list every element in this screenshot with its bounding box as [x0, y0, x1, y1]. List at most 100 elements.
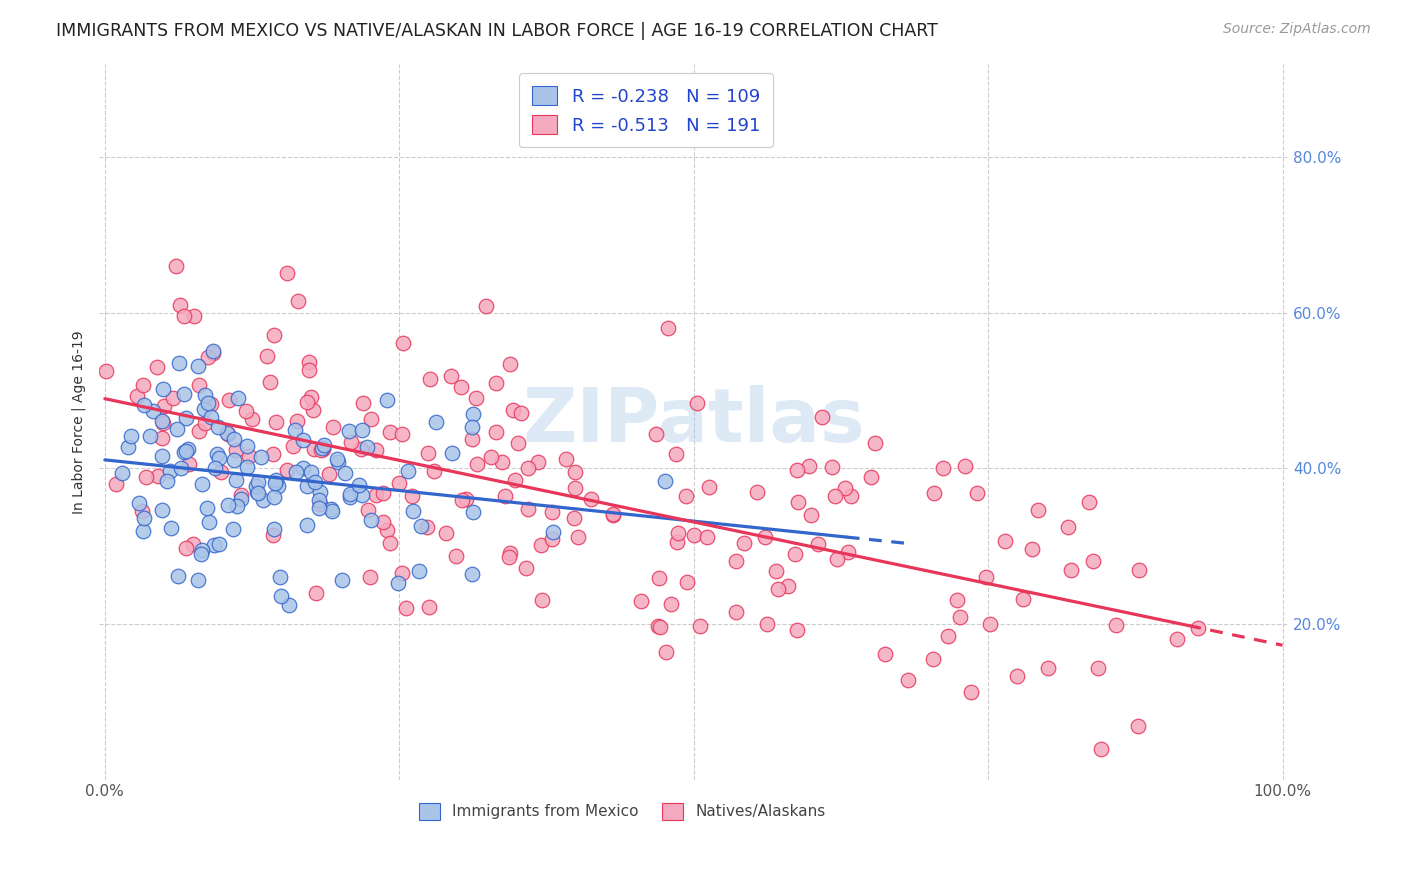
Point	[267, 479, 290, 493]
Point	[1060, 563, 1083, 577]
Point	[295, 394, 318, 409]
Point	[1028, 503, 1050, 517]
Point	[647, 619, 669, 633]
Point	[156, 474, 179, 488]
Point	[166, 259, 188, 273]
Point	[240, 412, 263, 426]
Point	[450, 493, 472, 508]
Point	[339, 486, 361, 500]
Point	[475, 299, 498, 313]
Point	[419, 372, 441, 386]
Point	[295, 517, 318, 532]
Point	[454, 491, 477, 506]
Point	[689, 618, 711, 632]
Point	[318, 467, 340, 482]
Point	[686, 396, 709, 410]
Point	[1011, 592, 1033, 607]
Point	[932, 460, 955, 475]
Point	[333, 466, 356, 480]
Point	[167, 356, 190, 370]
Point	[387, 576, 409, 591]
Point	[187, 573, 209, 587]
Point	[665, 534, 688, 549]
Point	[236, 460, 259, 475]
Point	[395, 601, 418, 615]
Point	[1187, 621, 1209, 635]
Point	[630, 594, 652, 608]
Point	[371, 515, 394, 529]
Point	[330, 573, 353, 587]
Point	[247, 485, 270, 500]
Point	[863, 436, 886, 450]
Point	[567, 530, 589, 544]
Point	[264, 415, 287, 429]
Point	[463, 407, 485, 421]
Point	[425, 415, 447, 429]
Point	[259, 376, 281, 390]
Point	[222, 522, 245, 536]
Point	[139, 429, 162, 443]
Point	[464, 391, 486, 405]
Point	[270, 589, 292, 603]
Point	[378, 536, 401, 550]
Point	[312, 438, 335, 452]
Legend: Immigrants from Mexico, Natives/Alaskans: Immigrants from Mexico, Natives/Alaskans	[413, 797, 832, 826]
Point	[308, 492, 330, 507]
Point	[408, 564, 430, 578]
Point	[502, 402, 524, 417]
Point	[440, 368, 463, 383]
Point	[800, 508, 823, 522]
Point	[195, 500, 218, 515]
Point	[350, 487, 373, 501]
Point	[150, 503, 173, 517]
Point	[974, 569, 997, 583]
Point	[1005, 669, 1028, 683]
Point	[209, 466, 232, 480]
Point	[299, 390, 322, 404]
Point	[197, 350, 219, 364]
Point	[555, 451, 578, 466]
Point	[499, 357, 522, 371]
Point	[350, 423, 373, 437]
Point	[188, 424, 211, 438]
Point	[1021, 541, 1043, 556]
Point	[291, 433, 314, 447]
Point	[183, 310, 205, 324]
Point	[541, 532, 564, 546]
Point	[959, 685, 981, 699]
Point	[276, 266, 298, 280]
Point	[159, 520, 181, 534]
Point	[675, 574, 697, 589]
Point	[262, 528, 284, 542]
Point	[231, 488, 253, 502]
Point	[132, 524, 155, 538]
Point	[922, 486, 945, 500]
Point	[953, 458, 976, 473]
Point	[284, 423, 307, 437]
Point	[375, 523, 398, 537]
Point	[461, 566, 484, 581]
Point	[839, 489, 862, 503]
Point	[309, 485, 332, 500]
Point	[225, 442, 247, 457]
Point	[1083, 553, 1105, 567]
Point	[675, 490, 697, 504]
Text: IMMIGRANTS FROM MEXICO VS NATIVE/ALASKAN IN LABOR FORCE | AGE 16-19 CORRELATION : IMMIGRANTS FROM MEXICO VS NATIVE/ALASKAN…	[56, 22, 938, 40]
Point	[745, 485, 768, 500]
Point	[834, 481, 856, 495]
Point	[655, 646, 678, 660]
Point	[321, 504, 343, 518]
Point	[922, 652, 945, 666]
Point	[564, 465, 586, 479]
Point	[287, 294, 309, 309]
Point	[364, 488, 387, 502]
Text: Source: ZipAtlas.com: Source: ZipAtlas.com	[1223, 22, 1371, 37]
Point	[191, 543, 214, 558]
Point	[159, 464, 181, 478]
Point	[696, 531, 718, 545]
Point	[263, 522, 285, 536]
Point	[949, 610, 972, 624]
Point	[517, 461, 540, 475]
Point	[418, 446, 440, 460]
Point	[359, 570, 381, 584]
